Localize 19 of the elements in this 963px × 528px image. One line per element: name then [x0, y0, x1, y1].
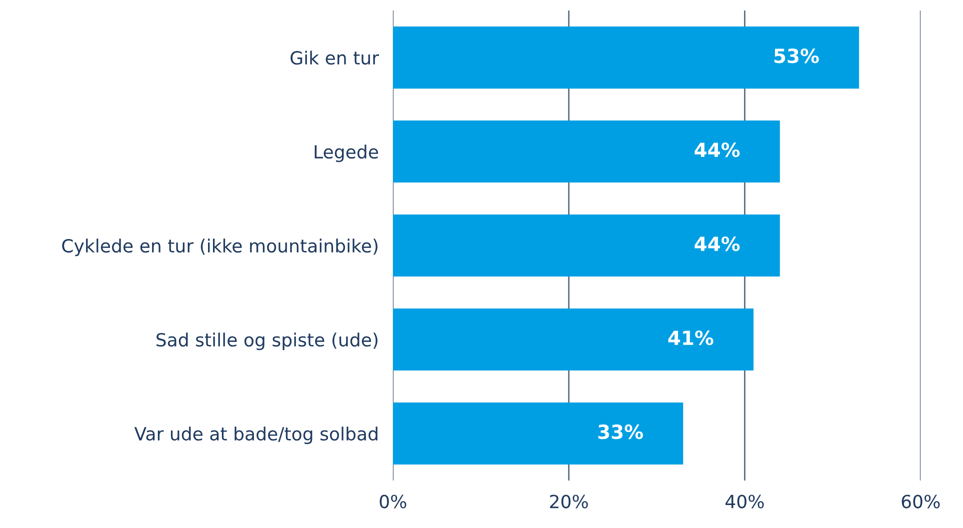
- data-label: 53%: [774, 48, 819, 64]
- x-tick-label: 20%: [550, 494, 588, 508]
- y-tick-label: Cyklede en tur (ikke mountainbike): [62, 238, 378, 256]
- data-label: 41%: [668, 330, 714, 346]
- data-label: 33%: [598, 424, 643, 440]
- x-tick-label: 60%: [902, 494, 940, 508]
- y-tick-label: Sad stille og spiste (ude): [156, 332, 378, 350]
- bar: [392, 120, 780, 183]
- bar: [392, 308, 754, 371]
- bar: [392, 26, 860, 89]
- y-tick-label: Var ude at bade/tog solbad: [134, 426, 378, 444]
- bar: [392, 402, 684, 465]
- bar: [392, 214, 780, 277]
- y-tick-label: Gik en tur: [290, 50, 380, 65]
- x-tick-label: 0%: [380, 494, 406, 508]
- x-tick-label: 40%: [726, 494, 764, 508]
- data-label: 44%: [694, 236, 740, 252]
- data-label: 44%: [694, 142, 740, 158]
- y-tick-label: Legede: [314, 144, 378, 162]
